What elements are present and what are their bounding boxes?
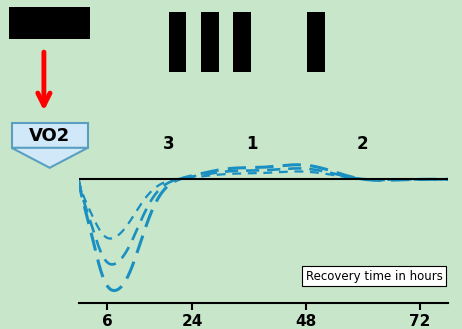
Bar — [233, 12, 251, 72]
Polygon shape — [12, 148, 88, 168]
Text: 3: 3 — [163, 135, 175, 153]
Text: 1: 1 — [246, 135, 257, 153]
Text: VO2: VO2 — [29, 127, 70, 144]
Text: 2: 2 — [357, 135, 369, 153]
FancyBboxPatch shape — [12, 123, 88, 148]
Bar — [307, 12, 325, 72]
Bar — [201, 12, 219, 72]
Text: Recovery time in hours: Recovery time in hours — [306, 270, 443, 283]
Bar — [169, 12, 186, 72]
Bar — [9, 7, 90, 39]
